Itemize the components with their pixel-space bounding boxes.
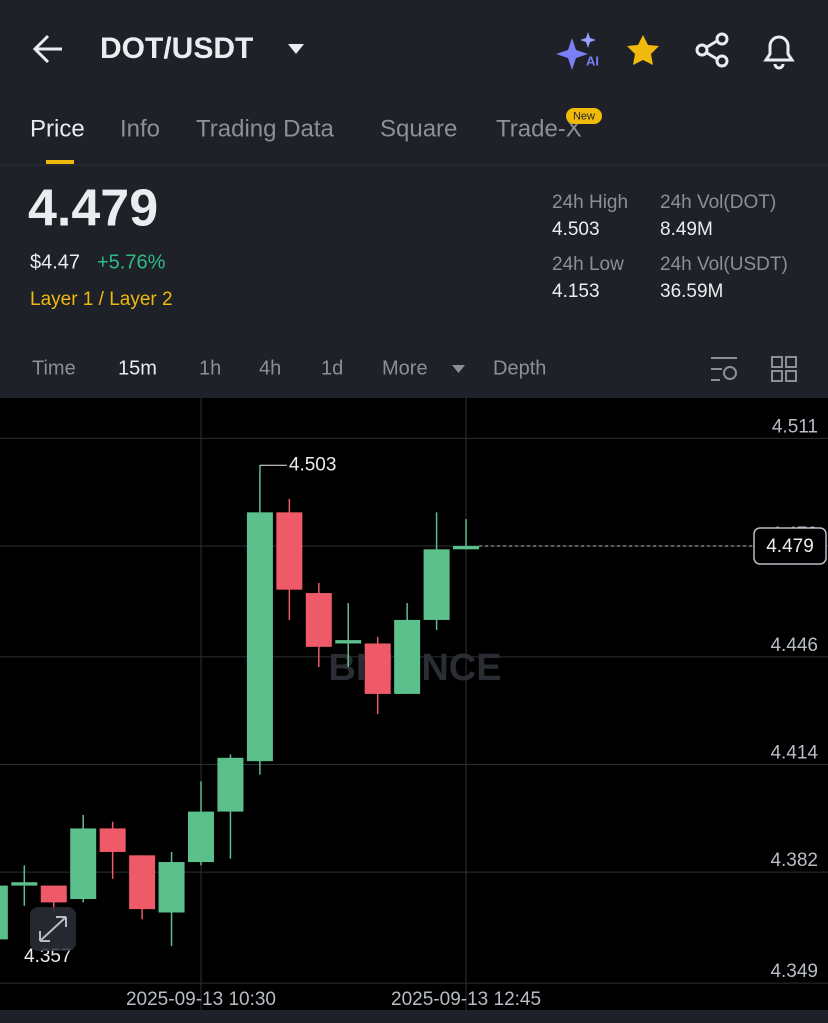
candle-body bbox=[158, 862, 185, 913]
tab[interactable]: Square bbox=[380, 115, 457, 142]
category-tags[interactable]: Layer 1 / Layer 2 bbox=[30, 289, 173, 310]
candle-body bbox=[423, 549, 450, 620]
top-panel bbox=[0, 0, 828, 398]
candle-body bbox=[453, 545, 480, 550]
usd-price: $4.47 bbox=[30, 251, 80, 273]
bottom-strip bbox=[0, 1010, 828, 1023]
last-price: 4.479 bbox=[28, 180, 158, 238]
current-price-tag bbox=[753, 527, 827, 565]
tab[interactable]: Price bbox=[30, 115, 85, 142]
stat-value: 8.49M bbox=[660, 219, 713, 240]
y-tick-label: 4.382 bbox=[770, 850, 818, 871]
candle-body bbox=[70, 828, 97, 900]
interval[interactable]: More bbox=[382, 357, 428, 379]
stat-label: 24h Low bbox=[552, 254, 624, 275]
tab-indicator bbox=[46, 160, 74, 164]
stat-label: 24h Vol(DOT) bbox=[660, 192, 776, 213]
pair-title[interactable]: DOT/USDT bbox=[100, 32, 253, 65]
favorite-button[interactable] bbox=[627, 35, 659, 65]
stat-label: 24h High bbox=[552, 192, 628, 213]
stat-label: 24h Vol(USDT) bbox=[660, 254, 788, 275]
interval[interactable]: 1d bbox=[321, 357, 343, 379]
candle-body bbox=[99, 828, 126, 852]
interval[interactable]: 4h bbox=[259, 357, 281, 379]
stat-value: 36.59M bbox=[660, 281, 723, 302]
x-tick-label: 2025-09-13 12:45 bbox=[391, 989, 541, 1010]
tab[interactable]: Trading Data bbox=[196, 115, 335, 142]
pair-dropdown[interactable] bbox=[288, 44, 304, 54]
more-dropdown[interactable] bbox=[452, 365, 465, 373]
candle-body bbox=[276, 512, 303, 590]
y-tick-label: 4.511 bbox=[772, 416, 818, 437]
candle-body bbox=[129, 855, 156, 910]
interval[interactable]: 1h bbox=[199, 357, 221, 379]
chart-area bbox=[0, 398, 828, 1010]
candle-body bbox=[305, 593, 332, 647]
stat-value: 4.153 bbox=[552, 281, 600, 302]
indicator-settings[interactable] bbox=[711, 357, 737, 381]
candle-body bbox=[335, 640, 362, 644]
layout-button[interactable] bbox=[771, 356, 797, 382]
candle-body bbox=[40, 885, 67, 903]
interval[interactable]: Time bbox=[32, 357, 76, 379]
tab[interactable]: Info bbox=[120, 115, 160, 142]
candle-body bbox=[364, 643, 391, 694]
new-badge: New bbox=[573, 110, 595, 122]
high-label: 4.503 bbox=[289, 454, 337, 475]
candle-body bbox=[246, 512, 273, 762]
share-button[interactable] bbox=[695, 32, 729, 68]
candlestick-chart: BINANCE4.503 bbox=[0, 398, 828, 1010]
y-tick-label: 4.349 bbox=[770, 961, 818, 982]
y-tick-label: 4.414 bbox=[770, 743, 818, 764]
candle-body bbox=[394, 619, 421, 694]
ai-button[interactable]: AI bbox=[556, 32, 599, 70]
price-change: +5.76% bbox=[97, 251, 166, 273]
ai-badge: AI bbox=[586, 53, 599, 68]
interval[interactable]: Depth bbox=[493, 357, 546, 379]
new-badge-bg bbox=[566, 108, 602, 124]
candle-body bbox=[0, 885, 8, 940]
expand-button[interactable] bbox=[30, 907, 76, 951]
current-price-label: 4.479 bbox=[766, 536, 814, 557]
y-tick-label: 4.446 bbox=[770, 635, 818, 656]
candle-body bbox=[217, 757, 244, 812]
alert-button[interactable] bbox=[763, 35, 795, 70]
back-button[interactable] bbox=[32, 34, 62, 64]
low-label: 4.357 bbox=[24, 946, 72, 967]
candle-body bbox=[11, 882, 38, 886]
candle-body bbox=[188, 811, 214, 863]
x-tick-label: 2025-09-13 10:30 bbox=[126, 989, 276, 1010]
interval[interactable]: 15m bbox=[118, 357, 157, 379]
stat-value: 4.503 bbox=[552, 219, 600, 240]
